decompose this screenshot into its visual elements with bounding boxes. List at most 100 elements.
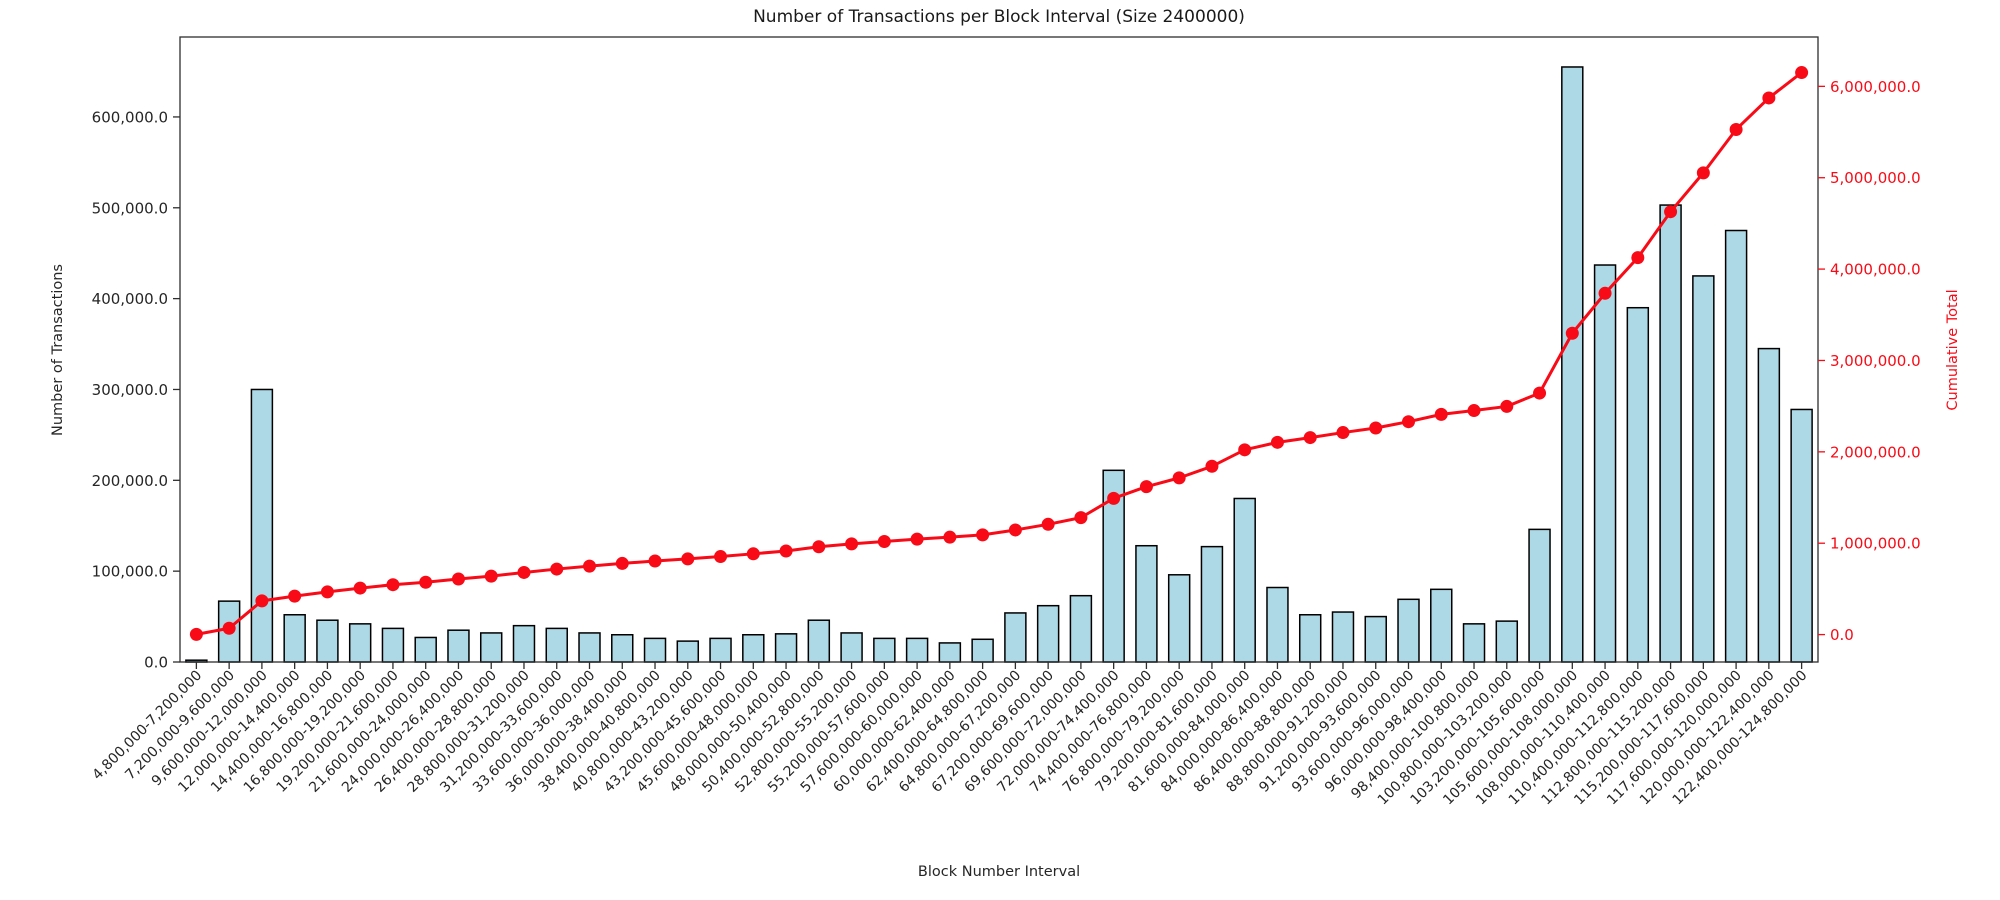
transactions-bar <box>414 636 437 663</box>
right-tick-label: 2,000,000.0 <box>1830 443 1921 461</box>
transactions-bar <box>512 624 536 663</box>
cumulative-point <box>1172 471 1186 485</box>
cumulative-point <box>386 578 400 592</box>
cumulative-point <box>681 552 695 566</box>
transactions-bar <box>1430 588 1453 663</box>
left-tick-label: 600,000.0 <box>92 108 168 126</box>
transactions-bar <box>1167 574 1191 663</box>
left-tick-label: 0.0 <box>144 654 168 672</box>
transactions-bar <box>611 634 634 663</box>
transactions-bar <box>1724 229 1748 663</box>
cumulative-point <box>1729 122 1743 136</box>
left-tick-label: 200,000.0 <box>92 472 168 490</box>
cumulative-point <box>1533 386 1547 400</box>
transactions-bar <box>447 629 470 663</box>
cumulative-point <box>255 594 269 608</box>
right-tick-label: 0.0 <box>1830 626 1854 644</box>
transactions-bar <box>1036 604 1060 663</box>
transactions-bar <box>938 642 962 663</box>
cumulative-point <box>1074 511 1088 525</box>
transactions-bar <box>742 634 765 663</box>
cumulative-point <box>877 534 891 548</box>
transactions-bar <box>1364 615 1387 663</box>
cumulative-point <box>1205 459 1219 473</box>
cumulative-point <box>1336 426 1350 440</box>
cumulative-point <box>1598 286 1612 300</box>
transactions-bar <box>774 633 798 663</box>
cumulative-point <box>1434 407 1448 421</box>
cumulative-point <box>943 530 957 544</box>
cumulative-point <box>353 581 367 595</box>
transactions-bar <box>1200 545 1224 663</box>
transactions-bar <box>1331 611 1355 663</box>
transactions-bar <box>545 627 568 663</box>
cumulative-point <box>746 547 760 561</box>
cumulative-point <box>648 554 662 568</box>
cumulative-point <box>1369 421 1383 435</box>
right-tick-label: 1,000,000.0 <box>1830 535 1921 553</box>
transactions-bar <box>1135 544 1158 663</box>
cumulative-point <box>714 550 728 564</box>
cumulative-point <box>845 537 859 551</box>
cumulative-point <box>1139 480 1153 494</box>
transactions-bar <box>1495 620 1519 663</box>
cumulative-point <box>419 575 433 589</box>
cumulative-point <box>1500 399 1514 413</box>
transactions-bar <box>1561 66 1584 663</box>
x-axis-title: Block Number Interval <box>917 864 1081 880</box>
cumulative-point <box>320 585 334 599</box>
transactions-bar <box>905 637 929 663</box>
cumulative-point <box>288 589 302 603</box>
cumulative-point <box>1795 66 1809 80</box>
transactions-bar <box>283 614 306 663</box>
cumulative-point <box>779 544 793 558</box>
cumulative-point <box>1402 415 1415 429</box>
transactions-bar <box>1233 497 1256 663</box>
transactions-bar <box>1397 598 1420 663</box>
cumulative-point <box>1041 517 1055 531</box>
left-tick-label: 300,000.0 <box>92 381 168 399</box>
transactions-bar <box>1593 264 1617 663</box>
transactions-bar <box>316 619 339 663</box>
transactions-bar <box>1692 275 1715 663</box>
transactions-bar <box>1790 408 1813 663</box>
cumulative-point <box>1631 251 1645 265</box>
cumulative-point <box>1696 166 1710 180</box>
cumulative-point <box>484 569 498 583</box>
cumulative-point <box>1008 523 1022 537</box>
cumulative-line <box>196 71 1803 636</box>
transactions-bar <box>1462 623 1486 663</box>
cumulative-point <box>451 572 465 586</box>
cumulative-point <box>1467 404 1481 418</box>
cumulative-point <box>1270 435 1284 449</box>
cumulative-point <box>583 559 596 573</box>
transactions-bar <box>643 637 667 663</box>
cumulative-point <box>910 532 924 546</box>
cumulative-point <box>615 556 629 570</box>
cumulative-point <box>1762 91 1776 105</box>
transactions-bar <box>381 627 405 663</box>
cumulative-point <box>189 627 203 641</box>
right-tick-label: 3,000,000.0 <box>1830 352 1921 370</box>
transactions-bar <box>1528 528 1551 663</box>
transactions-bar <box>709 637 732 663</box>
left-tick-label: 100,000.0 <box>92 563 168 581</box>
right-tick-label: 4,000,000.0 <box>1830 261 1921 279</box>
cumulative-point <box>1565 326 1579 340</box>
chart-title: Number of Transactions per Block Interva… <box>753 7 1245 27</box>
left-tick-label: 500,000.0 <box>92 199 168 217</box>
transactions-bar <box>578 632 601 663</box>
transactions-bar <box>1004 612 1027 663</box>
transactions-bar <box>1266 586 1289 663</box>
transactions-bar <box>971 638 994 663</box>
cumulative-point <box>976 528 990 542</box>
transactions-bar <box>840 632 863 663</box>
cumulative-point <box>1107 491 1121 505</box>
right-tick-label: 5,000,000.0 <box>1830 169 1921 187</box>
cumulative-point <box>550 562 564 576</box>
transactions-bar <box>676 640 700 663</box>
transactions-bar <box>479 632 503 663</box>
transactions-bar <box>1626 306 1650 663</box>
cumulative-point <box>1664 205 1678 219</box>
